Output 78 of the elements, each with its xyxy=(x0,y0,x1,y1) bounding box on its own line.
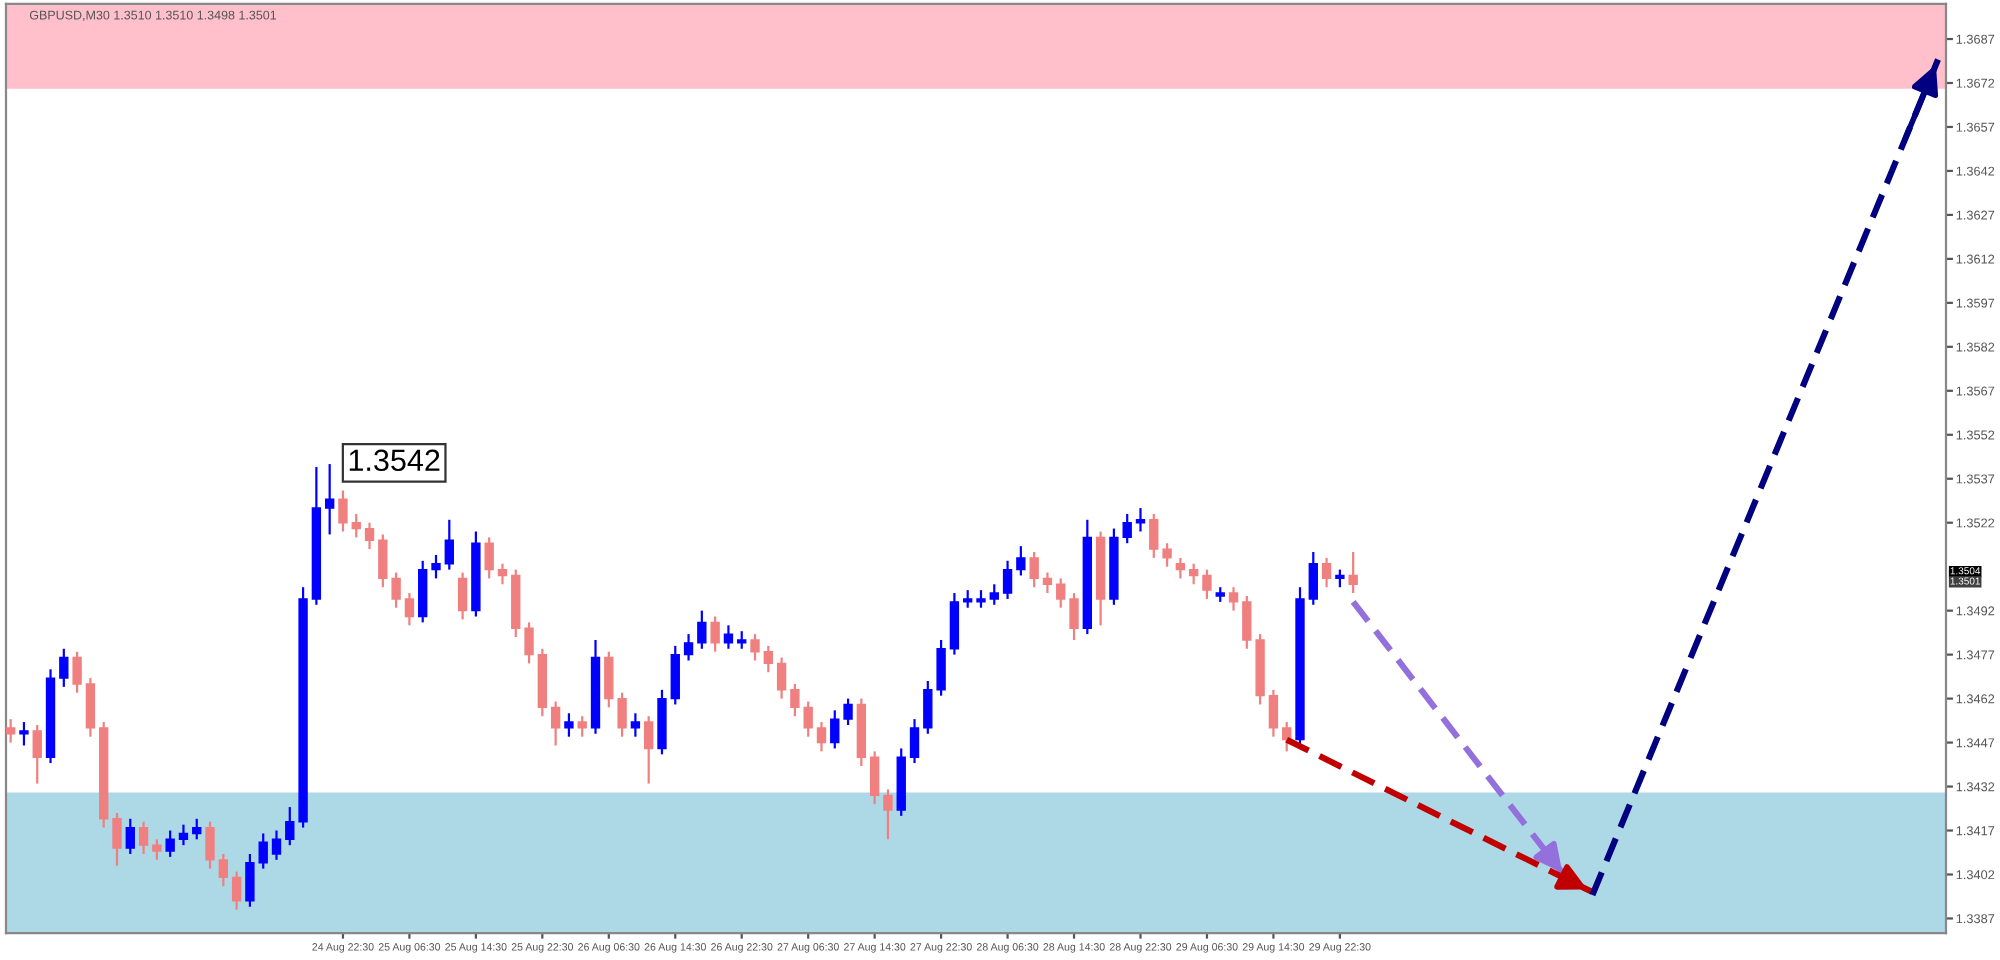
candlestick xyxy=(869,750,880,806)
candlestick xyxy=(750,633,760,662)
candlestick xyxy=(670,644,680,706)
candlestick xyxy=(338,489,348,533)
candlestick xyxy=(125,817,135,856)
candlestick xyxy=(404,591,415,627)
candlestick xyxy=(883,788,893,841)
candlestick xyxy=(364,521,375,551)
candlestick xyxy=(19,720,29,747)
candlestick xyxy=(192,817,202,841)
candlestick xyxy=(245,852,255,908)
candlestick xyxy=(1042,571,1053,595)
candlestick xyxy=(617,691,627,738)
candlestick xyxy=(1162,542,1172,568)
candlestick xyxy=(444,518,454,571)
candlestick xyxy=(723,624,734,650)
candlestick xyxy=(218,852,229,888)
candlestick xyxy=(843,697,853,727)
candlestick xyxy=(550,700,561,747)
candlestick xyxy=(59,647,69,688)
candlestick xyxy=(351,512,361,539)
candlestick xyxy=(152,838,162,861)
candlestick xyxy=(936,638,946,697)
candlestick xyxy=(697,609,707,650)
candlestick xyxy=(165,829,175,859)
candlestick xyxy=(604,650,614,709)
candlestick xyxy=(1202,568,1212,601)
annotation: 1.3542 xyxy=(349,449,440,472)
candlestick xyxy=(776,656,787,700)
candlestick xyxy=(285,805,295,847)
candlestick xyxy=(1188,562,1199,586)
candlestick xyxy=(497,562,508,586)
candlestick xyxy=(138,820,149,856)
candlestick xyxy=(457,571,468,621)
candlestick xyxy=(431,553,441,580)
candlestick xyxy=(231,870,242,911)
candlestick xyxy=(763,644,773,674)
candlestick xyxy=(324,462,335,536)
candlestick xyxy=(989,583,999,606)
candlestick xyxy=(72,650,82,694)
candlestick xyxy=(1228,586,1239,612)
candlestick xyxy=(1348,550,1358,595)
candlestick xyxy=(178,823,189,847)
candlestick xyxy=(643,715,654,785)
candlestick xyxy=(1268,688,1279,738)
candlestick xyxy=(1175,556,1186,580)
candlestick xyxy=(923,679,933,735)
candlestick xyxy=(830,709,840,750)
candlestick xyxy=(909,718,920,765)
candlestick xyxy=(1321,556,1332,589)
candlestick xyxy=(6,718,16,744)
candlestick xyxy=(85,676,96,738)
candlestick xyxy=(271,829,282,861)
candlestick xyxy=(630,712,641,738)
candlestick xyxy=(683,633,694,662)
candlestick xyxy=(1016,545,1026,577)
candlestick xyxy=(484,536,494,580)
candlestick xyxy=(816,720,827,753)
candlestick xyxy=(1069,591,1079,642)
candlestick xyxy=(112,811,122,867)
candlestick xyxy=(1122,512,1132,545)
candlestick xyxy=(1002,559,1013,601)
candlestick xyxy=(949,591,960,656)
candlestick xyxy=(577,715,587,738)
candlestick xyxy=(1149,512,1159,559)
candlestick xyxy=(1029,550,1039,589)
candlestick xyxy=(524,621,534,665)
candlestick xyxy=(258,832,268,870)
candlestick xyxy=(418,559,428,624)
candlestick xyxy=(564,712,574,738)
candlestick xyxy=(803,700,813,738)
candlestick xyxy=(1308,550,1318,606)
candlestick xyxy=(205,820,215,870)
candlestick xyxy=(32,723,42,785)
candlestick xyxy=(790,682,800,718)
candlestick xyxy=(1056,577,1066,609)
candlestick xyxy=(710,615,720,653)
candlestick xyxy=(1135,506,1146,533)
